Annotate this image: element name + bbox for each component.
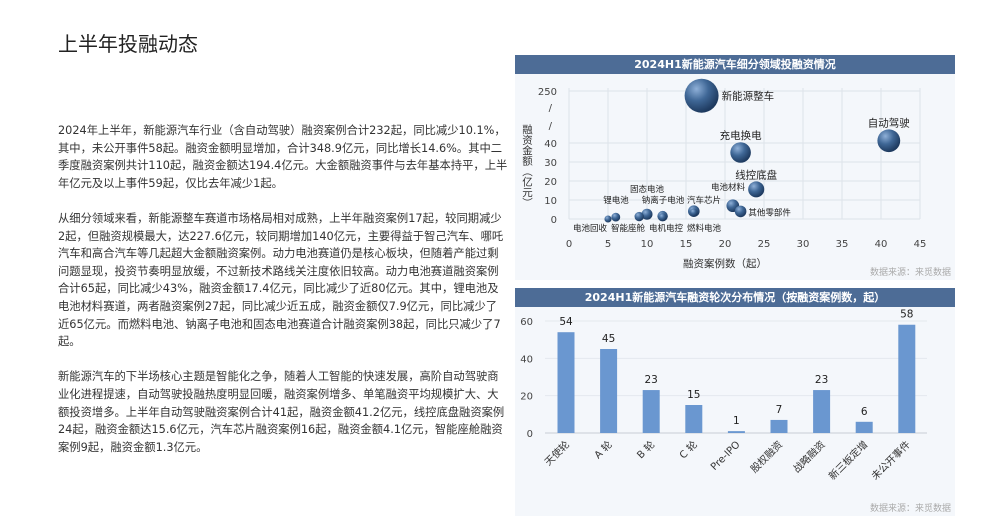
bar bbox=[557, 332, 575, 433]
bubble-label: 电机电控 bbox=[649, 223, 684, 234]
x-tick-label: 20 bbox=[719, 239, 732, 250]
data-label: 45 bbox=[602, 333, 615, 345]
bar bbox=[855, 421, 873, 433]
axis-break-mark: / bbox=[549, 121, 553, 132]
bar bbox=[685, 405, 703, 433]
y-tick-label: 60 bbox=[520, 317, 533, 328]
x-tick-label: 15 bbox=[680, 239, 693, 250]
x-tick-label: 40 bbox=[875, 239, 888, 250]
x-tick-label: B 轮 bbox=[634, 438, 657, 461]
body-text: 2024年上半年，新能源汽车行业（含自动驾驶）融资案例合计232起，同比减少10… bbox=[58, 122, 508, 474]
bar bbox=[727, 431, 745, 433]
y-tick-label: 40 bbox=[520, 354, 533, 365]
paragraph: 2024年上半年，新能源汽车行业（含自动驾驶）融资案例合计232起，同比减少10… bbox=[58, 124, 508, 190]
bubble-chart-panel: 2024H1新能源汽车细分领域投融资情况 0 5 10 15 20 25 30 35 40 45 0… bbox=[515, 55, 955, 280]
axis-break-mark: / bbox=[549, 103, 553, 114]
bar-chart-source: 数据来源：来觅数据 bbox=[869, 504, 951, 514]
y-tick-label: 10 bbox=[544, 196, 557, 207]
x-tick-label: 新三板定增 bbox=[826, 438, 871, 483]
bubble bbox=[748, 181, 765, 198]
data-label: 6 bbox=[861, 406, 868, 418]
bubble bbox=[684, 78, 719, 113]
bubble bbox=[641, 208, 653, 220]
data-label: 7 bbox=[776, 404, 783, 416]
x-tick-label: 战略融资 bbox=[790, 438, 827, 475]
bar-chart-title: 2024H1新能源汽车融资轮次分布情况（按融资案例数，起） bbox=[515, 288, 955, 307]
bubble bbox=[604, 215, 612, 223]
bubble bbox=[658, 213, 667, 221]
bar bbox=[898, 324, 916, 433]
bubble bbox=[611, 212, 621, 222]
x-tick-label: 10 bbox=[641, 239, 654, 250]
x-tick-label: 未公开事件 bbox=[868, 438, 913, 483]
bar-chart-panel: 2024H1新能源汽车融资轮次分布情况（按融资案例数，起） 0 20 40 60 54 天… bbox=[515, 288, 955, 516]
bubble bbox=[689, 208, 698, 217]
bubble-label: 线控底盘 bbox=[735, 168, 777, 181]
y-axis-label: 融资金额（亿元） bbox=[521, 124, 533, 208]
bubble-chart: 0 5 10 15 20 25 30 35 40 45 0 10 20 30 40 250 / / 融资案例数（起）… bbox=[521, 78, 927, 270]
bubble-label: 汽车芯片 bbox=[687, 195, 721, 206]
data-label: 1 bbox=[733, 415, 740, 427]
x-tick-label: 5 bbox=[605, 239, 611, 250]
x-tick-label: 25 bbox=[758, 239, 771, 250]
bubble bbox=[877, 129, 901, 153]
y-tick-label: 20 bbox=[544, 177, 557, 188]
bubble-label: 新能源整车 bbox=[722, 90, 775, 103]
y-tick-label: 30 bbox=[544, 158, 557, 169]
y-tick-label: 20 bbox=[520, 392, 533, 403]
x-tick-label: 天使轮 bbox=[542, 438, 572, 468]
bubble-label: 锂电池 bbox=[603, 195, 629, 206]
paragraph: 新能源汽车的下半场核心主题是智能化之争，随着人工智能的快速发展，高阶自动驾驶商业… bbox=[58, 370, 505, 454]
x-tick-label: A 轮 bbox=[591, 438, 614, 461]
paragraph: 从细分领域来看，新能源整车赛道市场格局相对成熟，上半年融资案例17起，较同期减少… bbox=[58, 211, 504, 349]
data-label: 54 bbox=[559, 316, 573, 328]
data-label: 23 bbox=[815, 374, 828, 386]
bubble-label: 电池材料 bbox=[711, 182, 746, 193]
bubble-chart-title: 2024H1新能源汽车细分领域投融资情况 bbox=[515, 55, 955, 74]
x-tick-label: 股权融资 bbox=[748, 438, 785, 475]
bar-chart: 0 20 40 60 54 天使轮 45 A 轮 23 B 轮 15 C 轮 1 Pre-IPO 7 股权融资… bbox=[520, 309, 927, 483]
x-tick-label: Pre-IPO bbox=[709, 439, 743, 473]
data-label: 23 bbox=[645, 374, 658, 386]
x-tick-label: 45 bbox=[914, 239, 927, 250]
bubble bbox=[634, 211, 644, 222]
y-tick-label: 0 bbox=[551, 215, 557, 226]
bar bbox=[600, 349, 618, 433]
x-tick-label: C 轮 bbox=[676, 438, 699, 461]
bubble-chart-source: 数据来源：来觅数据 bbox=[869, 268, 951, 278]
data-label: 58 bbox=[900, 309, 913, 321]
x-tick-label: 35 bbox=[836, 239, 849, 250]
data-label: 15 bbox=[687, 389, 700, 401]
bubble-label: 智能座舱 bbox=[611, 223, 646, 234]
bubble bbox=[730, 142, 751, 163]
y-tick-label: 0 bbox=[527, 429, 533, 440]
bubble-label: 充电换电 bbox=[720, 129, 762, 142]
y-tick-label: 40 bbox=[544, 139, 557, 150]
x-tick-label: 0 bbox=[566, 239, 572, 250]
x-axis-label: 融资案例数（起） bbox=[683, 257, 767, 270]
bubble-label: 其他零部件 bbox=[748, 207, 791, 218]
x-tick-label: 30 bbox=[797, 239, 810, 250]
bar bbox=[813, 390, 831, 433]
bubble-label: 电池回收 bbox=[573, 223, 608, 234]
bubble-label: 燃料电池 bbox=[687, 223, 722, 234]
bubble-label: 固态电池 bbox=[630, 184, 665, 195]
bar bbox=[770, 419, 788, 433]
bubble-label: 自动驾驶 bbox=[868, 116, 910, 129]
bubble bbox=[734, 205, 747, 218]
bubble-label: 钠离子电池 bbox=[642, 195, 685, 206]
bar bbox=[642, 390, 660, 433]
y-tick-label: 250 bbox=[538, 87, 557, 98]
page-title: 上半年投融动态 bbox=[58, 32, 198, 56]
